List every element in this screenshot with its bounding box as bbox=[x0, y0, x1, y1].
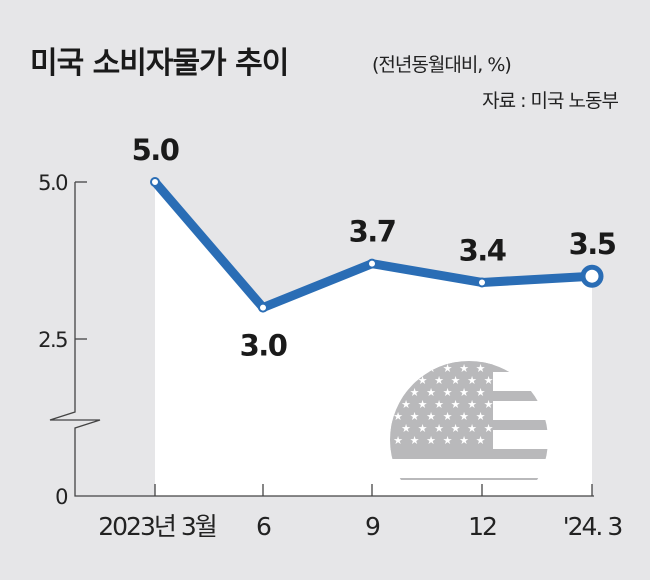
y-tick-label: 2.5 bbox=[38, 328, 67, 352]
flag-star: ★ bbox=[484, 374, 494, 387]
data-label: 3.0 bbox=[240, 329, 287, 363]
flag-stripe bbox=[390, 449, 548, 459]
flag-star: ★ bbox=[459, 410, 469, 423]
flag-star: ★ bbox=[443, 386, 453, 399]
chart-source: 자료 : 미국 노동부 bbox=[482, 90, 619, 112]
data-point bbox=[477, 277, 487, 288]
data-point bbox=[367, 258, 377, 269]
y-tick-label: 5.0 bbox=[38, 171, 67, 195]
data-point bbox=[580, 264, 604, 288]
flag-star: ★ bbox=[401, 398, 411, 411]
flag-star: ★ bbox=[459, 386, 469, 399]
x-tick-label: 2023년 3월 bbox=[98, 512, 215, 541]
chart-subtitle: (전년동월대비, %) bbox=[372, 54, 512, 76]
data-label: 5.0 bbox=[132, 133, 179, 167]
flag-star: ★ bbox=[393, 410, 403, 423]
flag-star: ★ bbox=[476, 386, 486, 399]
chart-title: 미국 소비자물가 추이 bbox=[30, 46, 289, 81]
x-tick-label: 9 bbox=[365, 512, 380, 541]
flag-star: ★ bbox=[426, 386, 436, 399]
flag-star: ★ bbox=[476, 434, 486, 447]
flag-star: ★ bbox=[418, 398, 428, 411]
flag-star: ★ bbox=[467, 398, 477, 411]
flag-stripe bbox=[390, 478, 548, 480]
flag-star: ★ bbox=[459, 362, 469, 375]
flag-star: ★ bbox=[410, 434, 420, 447]
flag-star: ★ bbox=[434, 398, 444, 411]
flag-star: ★ bbox=[451, 374, 461, 387]
flag-star: ★ bbox=[393, 434, 403, 447]
flag-star: ★ bbox=[451, 398, 461, 411]
data-label: 3.4 bbox=[459, 233, 506, 267]
flag-star: ★ bbox=[451, 422, 461, 435]
data-point bbox=[150, 177, 160, 187]
flag-star: ★ bbox=[467, 374, 477, 387]
x-tick-label: '24. 3 bbox=[563, 512, 622, 541]
flag-star: ★ bbox=[476, 362, 486, 375]
flag-star: ★ bbox=[401, 422, 411, 435]
flag-star: ★ bbox=[410, 386, 420, 399]
flag-star: ★ bbox=[418, 422, 428, 435]
flag-star: ★ bbox=[484, 398, 494, 411]
flag-star: ★ bbox=[426, 434, 436, 447]
flag-star: ★ bbox=[476, 410, 486, 423]
flag-star: ★ bbox=[426, 410, 436, 423]
flag-star: ★ bbox=[410, 410, 420, 423]
flag-star: ★ bbox=[443, 410, 453, 423]
flag-star: ★ bbox=[434, 374, 444, 387]
data-label: 3.5 bbox=[569, 227, 616, 261]
x-tick-label: 6 bbox=[256, 512, 271, 541]
y-tick-label: 0 bbox=[55, 485, 67, 509]
flag-star: ★ bbox=[434, 422, 444, 435]
data-point bbox=[258, 302, 268, 313]
flag-star: ★ bbox=[459, 434, 469, 447]
data-label: 3.7 bbox=[349, 215, 396, 249]
axes bbox=[49, 182, 594, 497]
x-tick-label: 12 bbox=[468, 512, 496, 541]
flag-star: ★ bbox=[467, 422, 477, 435]
flag-star: ★ bbox=[443, 434, 453, 447]
flag-star: ★ bbox=[484, 422, 494, 435]
flag-star: ★ bbox=[443, 362, 453, 375]
flag-star: ★ bbox=[418, 374, 428, 387]
